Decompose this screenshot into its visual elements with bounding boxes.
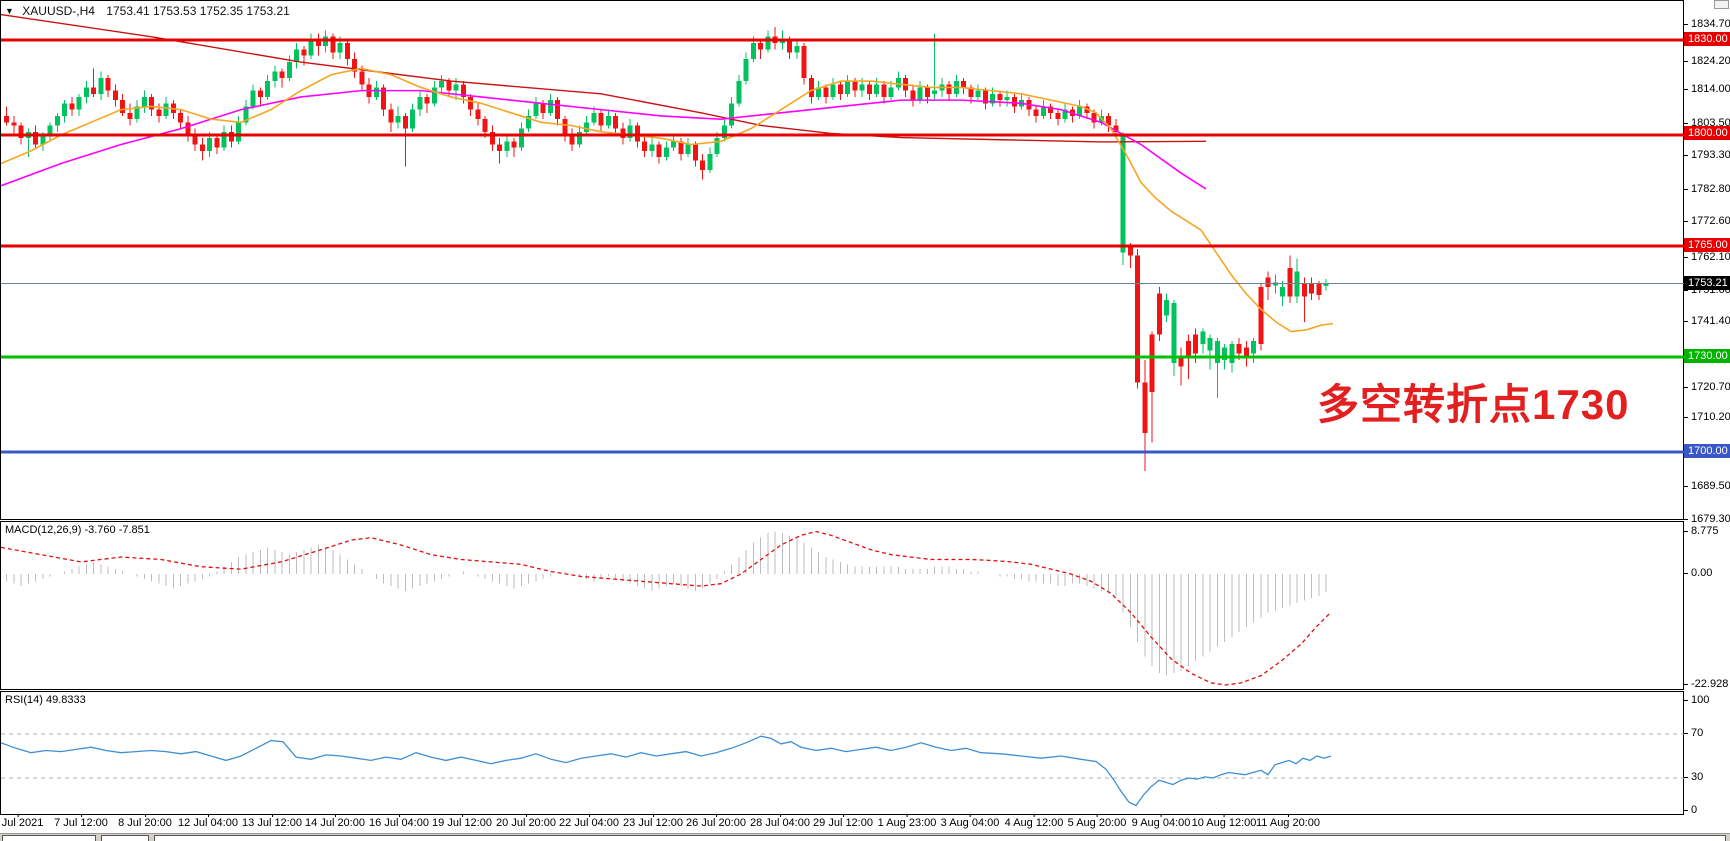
axis-tick-label: 1824.20: [1684, 54, 1730, 68]
axis-tick-label: 1782.80: [1684, 182, 1730, 196]
macd-panel[interactable]: MACD(12,26,9) -3.760 -7.851: [0, 521, 1684, 690]
time-axis-label: 22 Jul 04:00: [559, 814, 619, 829]
price-chart-canvas[interactable]: [1, 1, 1685, 521]
time-axis-label: 6 Jul 2021: [0, 814, 43, 829]
time-axis-label: 14 Jul 20:00: [305, 814, 365, 829]
chart-title: ▼ XAUUSD-,H4 1753.41 1753.53 1752.35 175…: [5, 4, 290, 18]
rsi-canvas[interactable]: [1, 692, 1685, 816]
time-axis-label: 13 Jul 12:00: [242, 814, 302, 829]
time-axis-label: 26 Jul 20:00: [686, 814, 746, 829]
axis-tick-label: 100: [1684, 693, 1730, 707]
axis-tick-label: 8.775: [1684, 524, 1730, 538]
time-axis-label: 5 Aug 20:00: [1067, 814, 1127, 829]
axis-tick-label: 70: [1684, 726, 1730, 740]
macd-canvas[interactable]: [1, 522, 1685, 691]
status-bar-section: [2, 835, 96, 841]
annotation-text[interactable]: 多空转折点1730: [1317, 381, 1630, 428]
axis-tick-label: 1679.30: [1684, 512, 1730, 526]
time-axis-label: 20 Jul 20:00: [496, 814, 556, 829]
status-bar-edge: [0, 833, 1730, 841]
time-axis-label: 16 Jul 04:00: [369, 814, 429, 829]
chart-ohlc-values: 1753.41 1753.53 1752.35 1753.21: [106, 4, 290, 18]
status-bar-section: [154, 835, 1726, 841]
time-axis-label: 19 Jul 12:00: [432, 814, 492, 829]
axis-tick-label: 1793.30: [1684, 148, 1730, 162]
price-chart-panel[interactable]: ▼ XAUUSD-,H4 1753.41 1753.53 1752.35 175…: [0, 0, 1685, 521]
axis-tick-label: 1741.40: [1684, 314, 1730, 328]
price-line-label: 1700.00: [1684, 444, 1730, 458]
time-axis-label: 1 Aug 23:00: [877, 814, 937, 829]
axis-tick-label: 1834.70: [1684, 17, 1730, 31]
axis-tick-label: 1772.60: [1684, 214, 1730, 228]
time-axis-label: 28 Jul 04:00: [750, 814, 810, 829]
chart-symbol-timeframe: XAUUSD-,H4: [22, 4, 95, 18]
price-line-label: 1730.00: [1684, 349, 1730, 363]
price-line-label: 1753.21: [1684, 276, 1730, 290]
time-axis-label: 7 Jul 12:00: [54, 814, 108, 829]
axis-tick-label: 0.00: [1684, 566, 1730, 580]
axis-tick-label: 1814.00: [1684, 82, 1730, 96]
rsi-label: RSI(14) 49.8333: [5, 694, 86, 706]
time-axis-label: 12 Jul 04:00: [178, 814, 238, 829]
macd-label: MACD(12,26,9) -3.760 -7.851: [5, 524, 150, 536]
time-axis-label: 10 Aug 12:00: [1191, 814, 1257, 829]
price-line-label: 1765.00: [1684, 238, 1730, 252]
time-axis-label: 29 Jul 12:00: [813, 814, 873, 829]
time-axis-label: 8 Jul 20:00: [118, 814, 172, 829]
status-bar-section: [101, 835, 149, 841]
price-line-label: 1830.00: [1684, 32, 1730, 46]
axis-tick-label: 0: [1684, 803, 1730, 817]
axis-tick-label: 1710.20: [1684, 410, 1730, 424]
time-axis-label: 9 Aug 04:00: [1131, 814, 1191, 829]
axis-tick-label: 1762.10: [1684, 250, 1730, 264]
time-axis-label: 23 Jul 12:00: [623, 814, 683, 829]
scrollbar-nub[interactable]: [1714, 0, 1729, 9]
symbol-dropdown-icon[interactable]: ▼: [5, 6, 14, 16]
axis-tick-label: -22.928: [1684, 677, 1730, 691]
rsi-panel[interactable]: RSI(14) 49.8333: [0, 691, 1685, 816]
time-axis-label: 11 Aug 20:00: [1255, 814, 1321, 829]
axis-tick-label: 1720.70: [1684, 380, 1730, 394]
price-line-label: 1800.00: [1684, 126, 1730, 140]
price-axis[interactable]: 1834.70 1830.00 1824.20 1814.00 1803.50 1800.…: [1684, 0, 1730, 833]
time-axis-label: 4 Aug 12:00: [1004, 814, 1064, 829]
axis-tick-label: 1689.50: [1684, 479, 1730, 493]
time-axis-label: 3 Aug 04:00: [940, 814, 1000, 829]
time-axis[interactable]: 6 Jul 2021 7 Jul 12:00 8 Jul 20:00 12 Jul 0…: [0, 814, 1730, 832]
axis-tick-label: 30: [1684, 770, 1730, 784]
